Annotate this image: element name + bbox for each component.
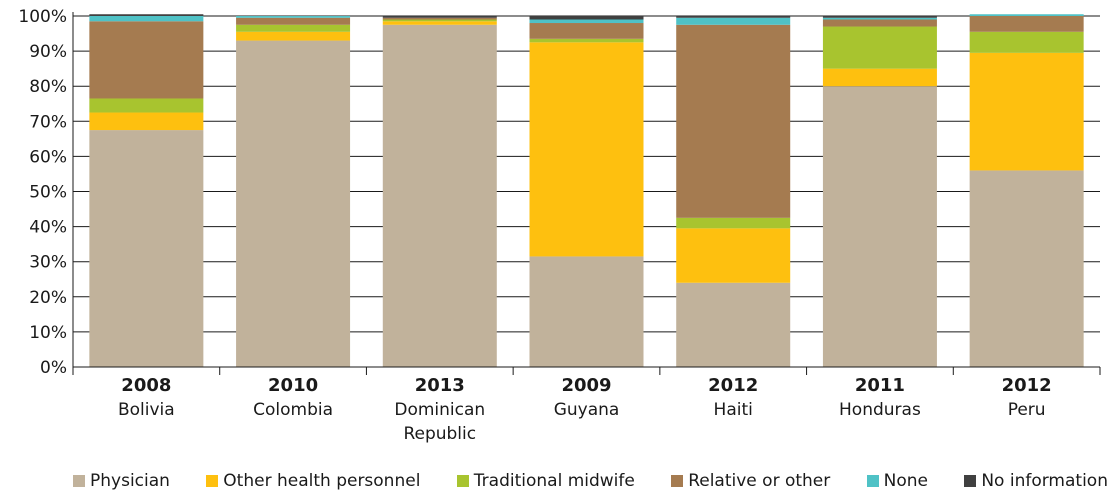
bar-segment-traditional-midwife — [529, 38, 644, 43]
bar-segment-none — [969, 14, 1084, 16]
bar-segment-other-health-personnel — [822, 68, 937, 87]
y-tick-label: 90% — [29, 42, 67, 62]
bar-segment-traditional-midwife — [236, 24, 351, 32]
x-tick-year: 2012 — [708, 375, 758, 396]
legend-swatch — [964, 475, 977, 487]
x-tick-country: Colombia — [253, 400, 333, 420]
legend-item: No information — [964, 471, 1108, 491]
bar-segment-none — [529, 19, 644, 24]
y-tick-label: 80% — [29, 77, 67, 97]
bar-segment-traditional-midwife — [382, 19, 497, 22]
legend-item: Traditional midwife — [456, 471, 635, 491]
bar-segment-relative-or-other — [676, 24, 791, 218]
bar-segment-other-health-personnel — [529, 42, 644, 257]
bar-segment-none — [236, 16, 351, 18]
bar-segment-traditional-midwife — [676, 217, 791, 229]
legend-swatch — [866, 475, 879, 487]
x-tick-country: Haiti — [714, 400, 753, 420]
legend-label: None — [883, 471, 928, 491]
legend-label: Physician — [90, 471, 170, 491]
legend-swatch — [671, 475, 684, 487]
legend-swatch — [73, 475, 85, 487]
legend-label: No information — [981, 471, 1108, 491]
bar-segment-relative-or-other — [89, 21, 204, 99]
bar-segment-relative-or-other — [529, 23, 644, 39]
y-tick-label: 30% — [29, 253, 67, 273]
bar-segment-traditional-midwife — [969, 31, 1084, 53]
bar-segment-other-health-personnel — [382, 21, 497, 25]
x-tick-country: Peru — [1008, 400, 1046, 420]
bar-segment-physician — [969, 170, 1084, 367]
bar-segment-other-health-personnel — [676, 228, 791, 283]
stacked-bar-chart: 0% 10% 20% 30% 40% 50% 60% 70% 80% 90% 100% 2008 Bol… — [18, 7, 1101, 444]
bar-segment-physician — [822, 86, 937, 367]
y-tick-label: 20% — [29, 288, 67, 308]
y-tick-label: 60% — [29, 147, 67, 167]
bar-segment-relative-or-other — [236, 17, 351, 25]
x-tick-year: 2009 — [561, 375, 611, 396]
y-tick-label: 40% — [29, 218, 67, 238]
x-tick-year: 2010 — [268, 375, 318, 396]
bar-segment-physician — [382, 24, 497, 368]
bar-segment-relative-or-other — [969, 16, 1084, 32]
bar-segment-physician — [529, 256, 644, 367]
x-tick-country: Dominican Republic — [394, 400, 485, 444]
legend-item: Relative or other — [671, 471, 830, 491]
bar-segment-other-health-personnel — [236, 31, 351, 41]
legend-swatch — [456, 475, 469, 487]
bar-segment-no-information — [529, 16, 644, 20]
bar-segment-no-information — [822, 16, 937, 18]
bar-segment-other-health-personnel — [89, 112, 204, 131]
y-tick-label: 100% — [18, 7, 67, 27]
x-tick-country: Bolivia — [118, 400, 175, 420]
bar-segment-physician — [236, 40, 351, 367]
y-tick-label: 50% — [29, 183, 67, 203]
bar-segment-other-health-personnel — [969, 52, 1084, 171]
bar-segment-no-information — [676, 16, 791, 18]
bar-segment-traditional-midwife — [822, 26, 937, 69]
x-tick-year: 2008 — [121, 375, 171, 396]
bar-segment-physician — [676, 282, 791, 367]
chart-legend: Physician Other health personnel Tradition… — [73, 468, 1108, 494]
legend-label: Traditional midwife — [473, 471, 635, 491]
bar-segment-none — [676, 17, 791, 25]
legend-item: Other health personnel — [206, 471, 420, 491]
y-tick-label: 10% — [29, 323, 67, 343]
bar-segment-none — [89, 16, 204, 22]
x-tick-year: 2012 — [1002, 375, 1052, 396]
bar-segment-no-information — [382, 16, 497, 18]
y-tick-label: 0% — [40, 358, 67, 378]
y-tick-label: 70% — [29, 112, 67, 132]
x-tick-country: Guyana — [554, 400, 620, 420]
bar-segment-traditional-midwife — [89, 98, 204, 113]
legend-label: Other health personnel — [223, 471, 421, 491]
x-tick-country: Honduras — [839, 400, 921, 420]
x-tick-year: 2011 — [855, 375, 905, 396]
bar-segment-none — [822, 17, 937, 20]
legend-swatch — [206, 475, 219, 487]
x-tick-year: 2013 — [415, 375, 465, 396]
bar-segment-relative-or-other — [382, 17, 497, 20]
legend-item: None — [866, 471, 928, 491]
legend-item: Physician — [73, 471, 170, 491]
legend-label: Relative or other — [688, 471, 831, 491]
bar-segment-no-information — [89, 14, 204, 16]
bar-segment-physician — [89, 130, 204, 367]
bar-segment-relative-or-other — [822, 19, 937, 27]
